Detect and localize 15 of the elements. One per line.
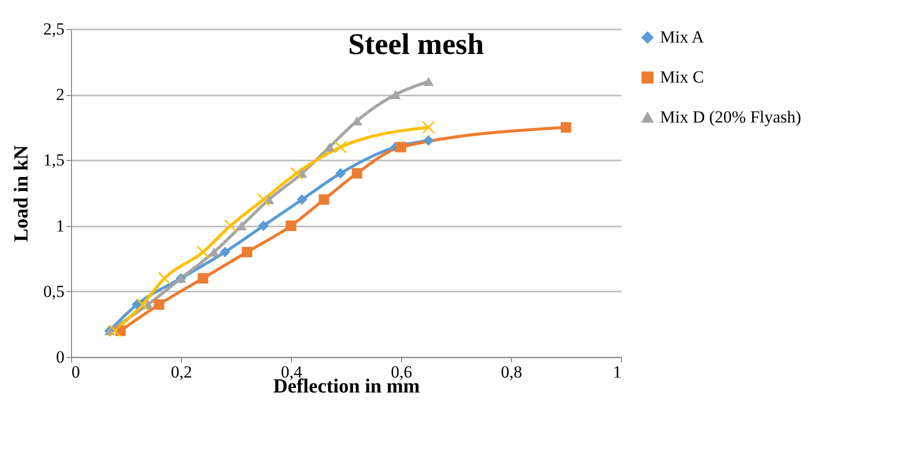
x-tick-label: 1 <box>613 362 622 382</box>
y-tick-label: 0,5 <box>43 282 64 301</box>
legend-label: Mix D (20% Flyash) <box>660 108 802 126</box>
legend-label: Mix A <box>660 28 705 46</box>
x-tick-label: 0,8 <box>500 362 522 382</box>
x-tick-label: 0,2 <box>170 362 192 382</box>
y-axis-title: Load in kN <box>10 144 32 242</box>
chart-title: Steel mesh <box>348 28 484 61</box>
y-tick-label: 1 <box>56 216 64 236</box>
y-tick-label: 2 <box>56 85 64 104</box>
legend-label: Mix C <box>660 68 704 86</box>
y-tick-label: 0 <box>56 348 64 366</box>
x-tick-label: 0 <box>72 362 80 382</box>
y-tick-label: 1,5 <box>43 150 64 170</box>
y-tick-label: 2,5 <box>43 20 64 38</box>
